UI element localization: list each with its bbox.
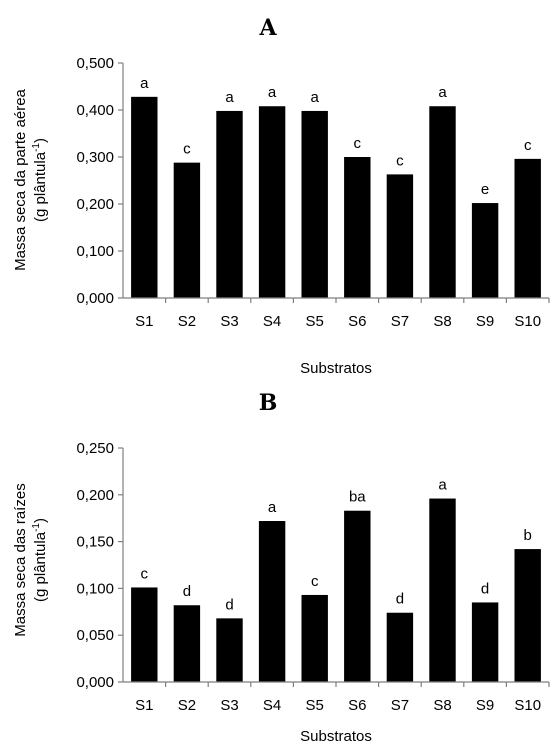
chart-a-category-s4: S4 — [263, 313, 281, 330]
chart-a-y-tick-label: 0,000 — [76, 290, 114, 307]
chart-b-bar-s4 — [258, 521, 286, 682]
chart-a-bar-label-s9: e — [481, 181, 489, 198]
chart-a-ylabel-line2: (g plântula-1) — [31, 138, 49, 222]
chart-a-bar-label-s8: a — [438, 84, 447, 101]
chart-b-bar-label-s9: d — [481, 580, 489, 597]
chart-b-category-s3: S3 — [220, 697, 238, 714]
chart-b-category-s1: S1 — [135, 697, 153, 714]
chart-a-bar-label-s1: a — [140, 75, 149, 92]
chart-a-bar-label-s3: a — [225, 89, 234, 106]
chart-b-bar-label-s7: d — [396, 591, 404, 608]
chart-b-category-s10: S10 — [514, 697, 541, 714]
chart-a-category-s2: S2 — [178, 313, 196, 330]
chart-a-bar-s10 — [514, 158, 541, 298]
chart-a-bar-s4 — [258, 106, 286, 299]
chart-a-xlabel: Substratos — [300, 360, 372, 377]
chart-a-bar-s7 — [386, 174, 414, 298]
chart-a-y-tick-label: 0,400 — [76, 102, 114, 119]
chart-b-bar-label-s2: d — [183, 583, 191, 600]
chart-b-category-s5: S5 — [306, 697, 324, 714]
chart-a-category-s1: S1 — [135, 313, 153, 330]
chart-a-title: A — [258, 15, 277, 41]
chart-b-category-s6: S6 — [348, 697, 366, 714]
chart-b-ylabel-line1: Massa seca das raízes — [12, 483, 29, 636]
chart-b-bar-s3 — [216, 618, 243, 682]
chart-a-bar-s3 — [216, 110, 243, 298]
chart-a-bar-label-s10: c — [524, 137, 532, 154]
chart-b-xlabel: Substratos — [300, 728, 372, 745]
chart-a: A Massa seca da parte aérea (g plântula-… — [12, 15, 550, 377]
chart-b-bar-s10 — [514, 549, 541, 682]
chart-a-bar-s6 — [344, 157, 371, 298]
chart-b-category-s9: S9 — [476, 697, 494, 714]
chart-a-y-tick-label: 0,200 — [76, 196, 114, 213]
chart-b-y-tick-label: 0,100 — [76, 580, 114, 597]
chart-b-y-tick-label: 0,000 — [76, 674, 114, 691]
chart-b-bar-label-s10: b — [524, 527, 532, 544]
chart-b-category-s7: S7 — [391, 697, 409, 714]
chart-a-bar-label-s6: c — [354, 135, 362, 152]
chart-a-category-s8: S8 — [433, 313, 451, 330]
chart-b-bar-s9 — [471, 602, 499, 682]
chart-b-bar-s2 — [173, 605, 201, 682]
chart-a-bar-s8 — [429, 106, 456, 299]
chart-b-ylabel-line2: (g plântula-1) — [31, 518, 49, 602]
chart-b-category-s8: S8 — [433, 697, 451, 714]
chart-b-title: B — [259, 390, 278, 416]
chart-b-bar-s6 — [344, 510, 371, 682]
chart-a-category-s10: S10 — [514, 313, 541, 330]
chart-a-bar-s5 — [301, 110, 328, 298]
chart-a-bar-label-s7: c — [396, 152, 404, 169]
chart-b-bar-label-s5: c — [311, 573, 319, 590]
chart-b-y-tick-label: 0,050 — [76, 627, 114, 644]
chart-b-y-tick-label: 0,200 — [76, 487, 114, 504]
chart-b-bar-label-s8: a — [438, 477, 447, 494]
chart-b-category-s2: S2 — [178, 697, 196, 714]
chart-a-bar-label-s2: c — [183, 141, 191, 158]
chart-a-bar-label-s5: a — [311, 89, 320, 106]
chart-b-bar-label-s1: c — [141, 565, 149, 582]
chart-a-category-s9: S9 — [476, 313, 494, 330]
chart-b-bar-label-s3: d — [225, 596, 233, 613]
chart-a-y-tick-label: 0,500 — [76, 55, 114, 72]
chart-b-bar-label-s6: ba — [349, 489, 366, 506]
chart-b-bar-s1 — [131, 587, 158, 682]
chart-a-y-tick-label: 0,100 — [76, 243, 114, 260]
chart-b-category-s4: S4 — [263, 697, 281, 714]
chart-b-bar-s8 — [429, 498, 456, 682]
chart-a-bar-s1 — [131, 96, 158, 298]
chart-a-category-s6: S6 — [348, 313, 366, 330]
chart-b-y-tick-label: 0,250 — [76, 440, 114, 457]
chart-b-y-tick-label: 0,150 — [76, 534, 114, 551]
chart-b-bar-label-s4: a — [268, 499, 277, 516]
chart-b-bar-s5 — [301, 594, 328, 682]
chart-a-y-tick-label: 0,300 — [76, 149, 114, 166]
chart-a-ylabel-line1: Massa seca da parte aérea — [12, 88, 29, 270]
chart-a-category-s5: S5 — [306, 313, 324, 330]
chart-b: B Massa seca das raízes (g plântula-1) S… — [12, 390, 550, 745]
chart-a-bar-s9 — [471, 203, 499, 298]
chart-a-category-s3: S3 — [220, 313, 238, 330]
chart-b-bar-s7 — [386, 612, 414, 682]
chart-a-bar-label-s4: a — [268, 84, 277, 101]
chart-a-bar-s2 — [173, 162, 201, 298]
chart-a-category-s7: S7 — [391, 313, 409, 330]
